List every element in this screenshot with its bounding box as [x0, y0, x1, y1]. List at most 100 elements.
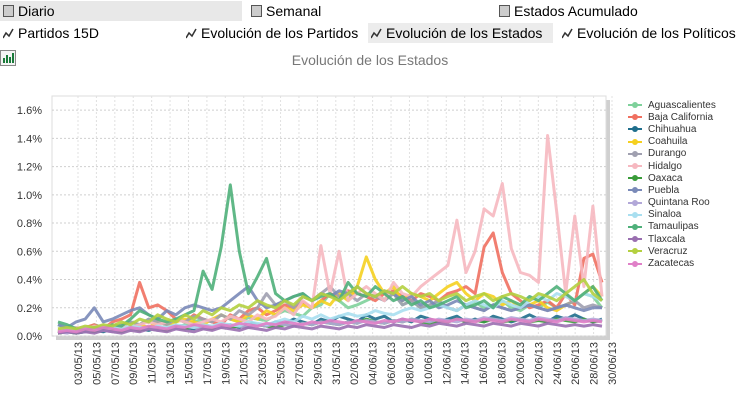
legend-item[interactable]: Zacatecas — [628, 257, 716, 269]
legend-swatch — [628, 100, 642, 110]
legend-item[interactable]: Tamaulipas — [628, 221, 716, 233]
x-tick-label: 31/05/13 — [331, 342, 343, 385]
y-tick-label: 1.2% — [17, 162, 42, 174]
line-chart-icon — [186, 28, 197, 38]
x-tick-label: 23/05/13 — [257, 342, 269, 385]
legend-label: Oaxaca — [648, 172, 683, 184]
legend-item[interactable]: Veracruz — [628, 245, 716, 257]
legend-label: Veracruz — [648, 245, 688, 257]
legend-item[interactable]: Durango — [628, 148, 716, 160]
tab-evolucion-estados[interactable]: Evolución de los Estados — [368, 23, 553, 43]
legend-item[interactable]: Aguascalientes — [628, 99, 716, 111]
x-tick-label: 14/06/13 — [460, 342, 472, 385]
x-tick-label: 04/06/13 — [368, 342, 380, 385]
x-tick-label: 11/05/13 — [147, 342, 159, 384]
series-line-veracruz[interactable] — [57, 278, 603, 331]
line-chart-icon — [3, 28, 14, 38]
legend-swatch — [628, 234, 642, 244]
tab-estados-acumulado[interactable]: Estados Acumulado — [496, 1, 638, 21]
legend-label: Puebla — [648, 184, 680, 196]
y-tick-label: 0.6% — [17, 246, 42, 258]
tab-label: Estados Acumulado — [514, 3, 638, 19]
x-tick-label: 05/05/13 — [91, 342, 103, 385]
sheet-icon — [251, 5, 262, 17]
x-tick-label: 07/05/13 — [110, 342, 122, 385]
x-tick-label: 25/05/13 — [276, 342, 288, 385]
chart-type-button[interactable] — [0, 50, 16, 66]
x-tick-label: 24/06/13 — [552, 342, 564, 385]
line-chart-icon — [371, 28, 382, 38]
x-tick-label: 12/06/13 — [441, 342, 453, 385]
legend-label: Baja California — [648, 111, 714, 123]
x-tick-label: 08/06/13 — [404, 342, 416, 385]
legend-swatch — [628, 112, 642, 122]
bar-chart-icon — [3, 53, 14, 63]
y-tick-label: 1.4% — [17, 133, 42, 145]
tab-label: Diario — [18, 3, 55, 19]
series-line-tlaxcala[interactable] — [57, 321, 603, 335]
legend-label: Sinaloa — [648, 209, 682, 221]
x-tick-label: 10/06/13 — [423, 342, 435, 385]
y-tick-label: 1.6% — [17, 105, 42, 117]
legend-swatch — [628, 161, 642, 171]
legend-swatch — [628, 198, 642, 208]
chart-title: Evolución de los Estados — [291, 52, 449, 68]
legend-item[interactable]: Oaxaca — [628, 172, 716, 184]
series-line-zacatecas[interactable] — [57, 317, 603, 334]
tab-label: Partidos 15D — [18, 25, 99, 41]
legend-label: Coahuila — [648, 136, 688, 148]
sheet-icon — [3, 5, 14, 17]
tab-diario[interactable]: Diario — [0, 1, 242, 21]
tab-label: Evolución de los Estados — [386, 25, 543, 41]
legend-label: Hidalgo — [648, 160, 682, 172]
legend-label: Aguascalientes — [648, 99, 716, 111]
x-tick-label: 16/06/13 — [478, 342, 490, 385]
legend-label: Quintana Roo — [648, 197, 710, 209]
x-tick-label: 09/05/13 — [128, 342, 140, 385]
tab-partidos-15d[interactable]: Partidos 15D — [0, 23, 99, 43]
tab-label: Evolución de los Políticos — [577, 25, 736, 41]
x-tick-label: 21/05/13 — [239, 342, 251, 385]
tab-label: Evolución de los Partidos — [201, 25, 359, 41]
legend-item[interactable]: Tlaxcala — [628, 233, 716, 245]
legend-label: Durango — [648, 148, 687, 160]
y-tick-label: 0.8% — [17, 218, 42, 230]
legend-item[interactable]: Baja California — [628, 111, 716, 123]
x-tick-label: 03/05/13 — [73, 342, 85, 385]
sheet-icon — [499, 5, 510, 17]
y-tick-label: 1.0% — [17, 190, 42, 202]
x-tick-label: 18/06/13 — [497, 342, 509, 385]
x-tick-label: 06/06/13 — [386, 342, 398, 385]
legend-item[interactable]: Chihuahua — [628, 123, 716, 135]
legend-swatch — [628, 124, 642, 134]
legend-swatch — [628, 149, 642, 159]
series-line-tamaulipas[interactable] — [57, 183, 604, 332]
legend-item[interactable]: Coahuila — [628, 136, 716, 148]
tab-evolucion-partidos[interactable]: Evolución de los Partidos — [183, 23, 358, 43]
legend-item[interactable]: Quintana Roo — [628, 197, 716, 209]
x-tick-label: 20/06/13 — [515, 342, 527, 385]
x-tick-label: 17/05/13 — [202, 342, 214, 385]
legend-item[interactable]: Puebla — [628, 184, 716, 196]
chart-legend: Aguascalientes Baja California Chihuahua Co… — [628, 99, 716, 270]
x-tick-label: 26/06/13 — [570, 342, 582, 385]
y-tick-label: 0.2% — [17, 303, 42, 315]
x-tick-label: 13/05/13 — [165, 342, 177, 385]
x-tick-label: 22/06/13 — [533, 342, 545, 385]
x-tick-label: 28/06/13 — [589, 342, 601, 385]
legend-label: Chihuahua — [648, 123, 697, 135]
legend-swatch — [628, 222, 642, 232]
line-chart-icon — [562, 28, 573, 38]
x-tick-label: 15/05/13 — [183, 342, 195, 385]
y-tick-label: 0.0% — [17, 331, 42, 343]
tab-evolucion-politicos[interactable]: Evolución de los Políticos — [559, 23, 736, 43]
tab-semanal[interactable]: Semanal — [248, 1, 321, 21]
legend-label: Tlaxcala — [648, 233, 686, 245]
x-tick-label: 29/05/13 — [312, 342, 324, 385]
legend-swatch — [628, 137, 642, 147]
legend-label: Tamaulipas — [648, 221, 699, 233]
x-tick-label: 27/05/13 — [294, 342, 306, 385]
legend-item[interactable]: Sinaloa — [628, 209, 716, 221]
legend-item[interactable]: Hidalgo — [628, 160, 716, 172]
